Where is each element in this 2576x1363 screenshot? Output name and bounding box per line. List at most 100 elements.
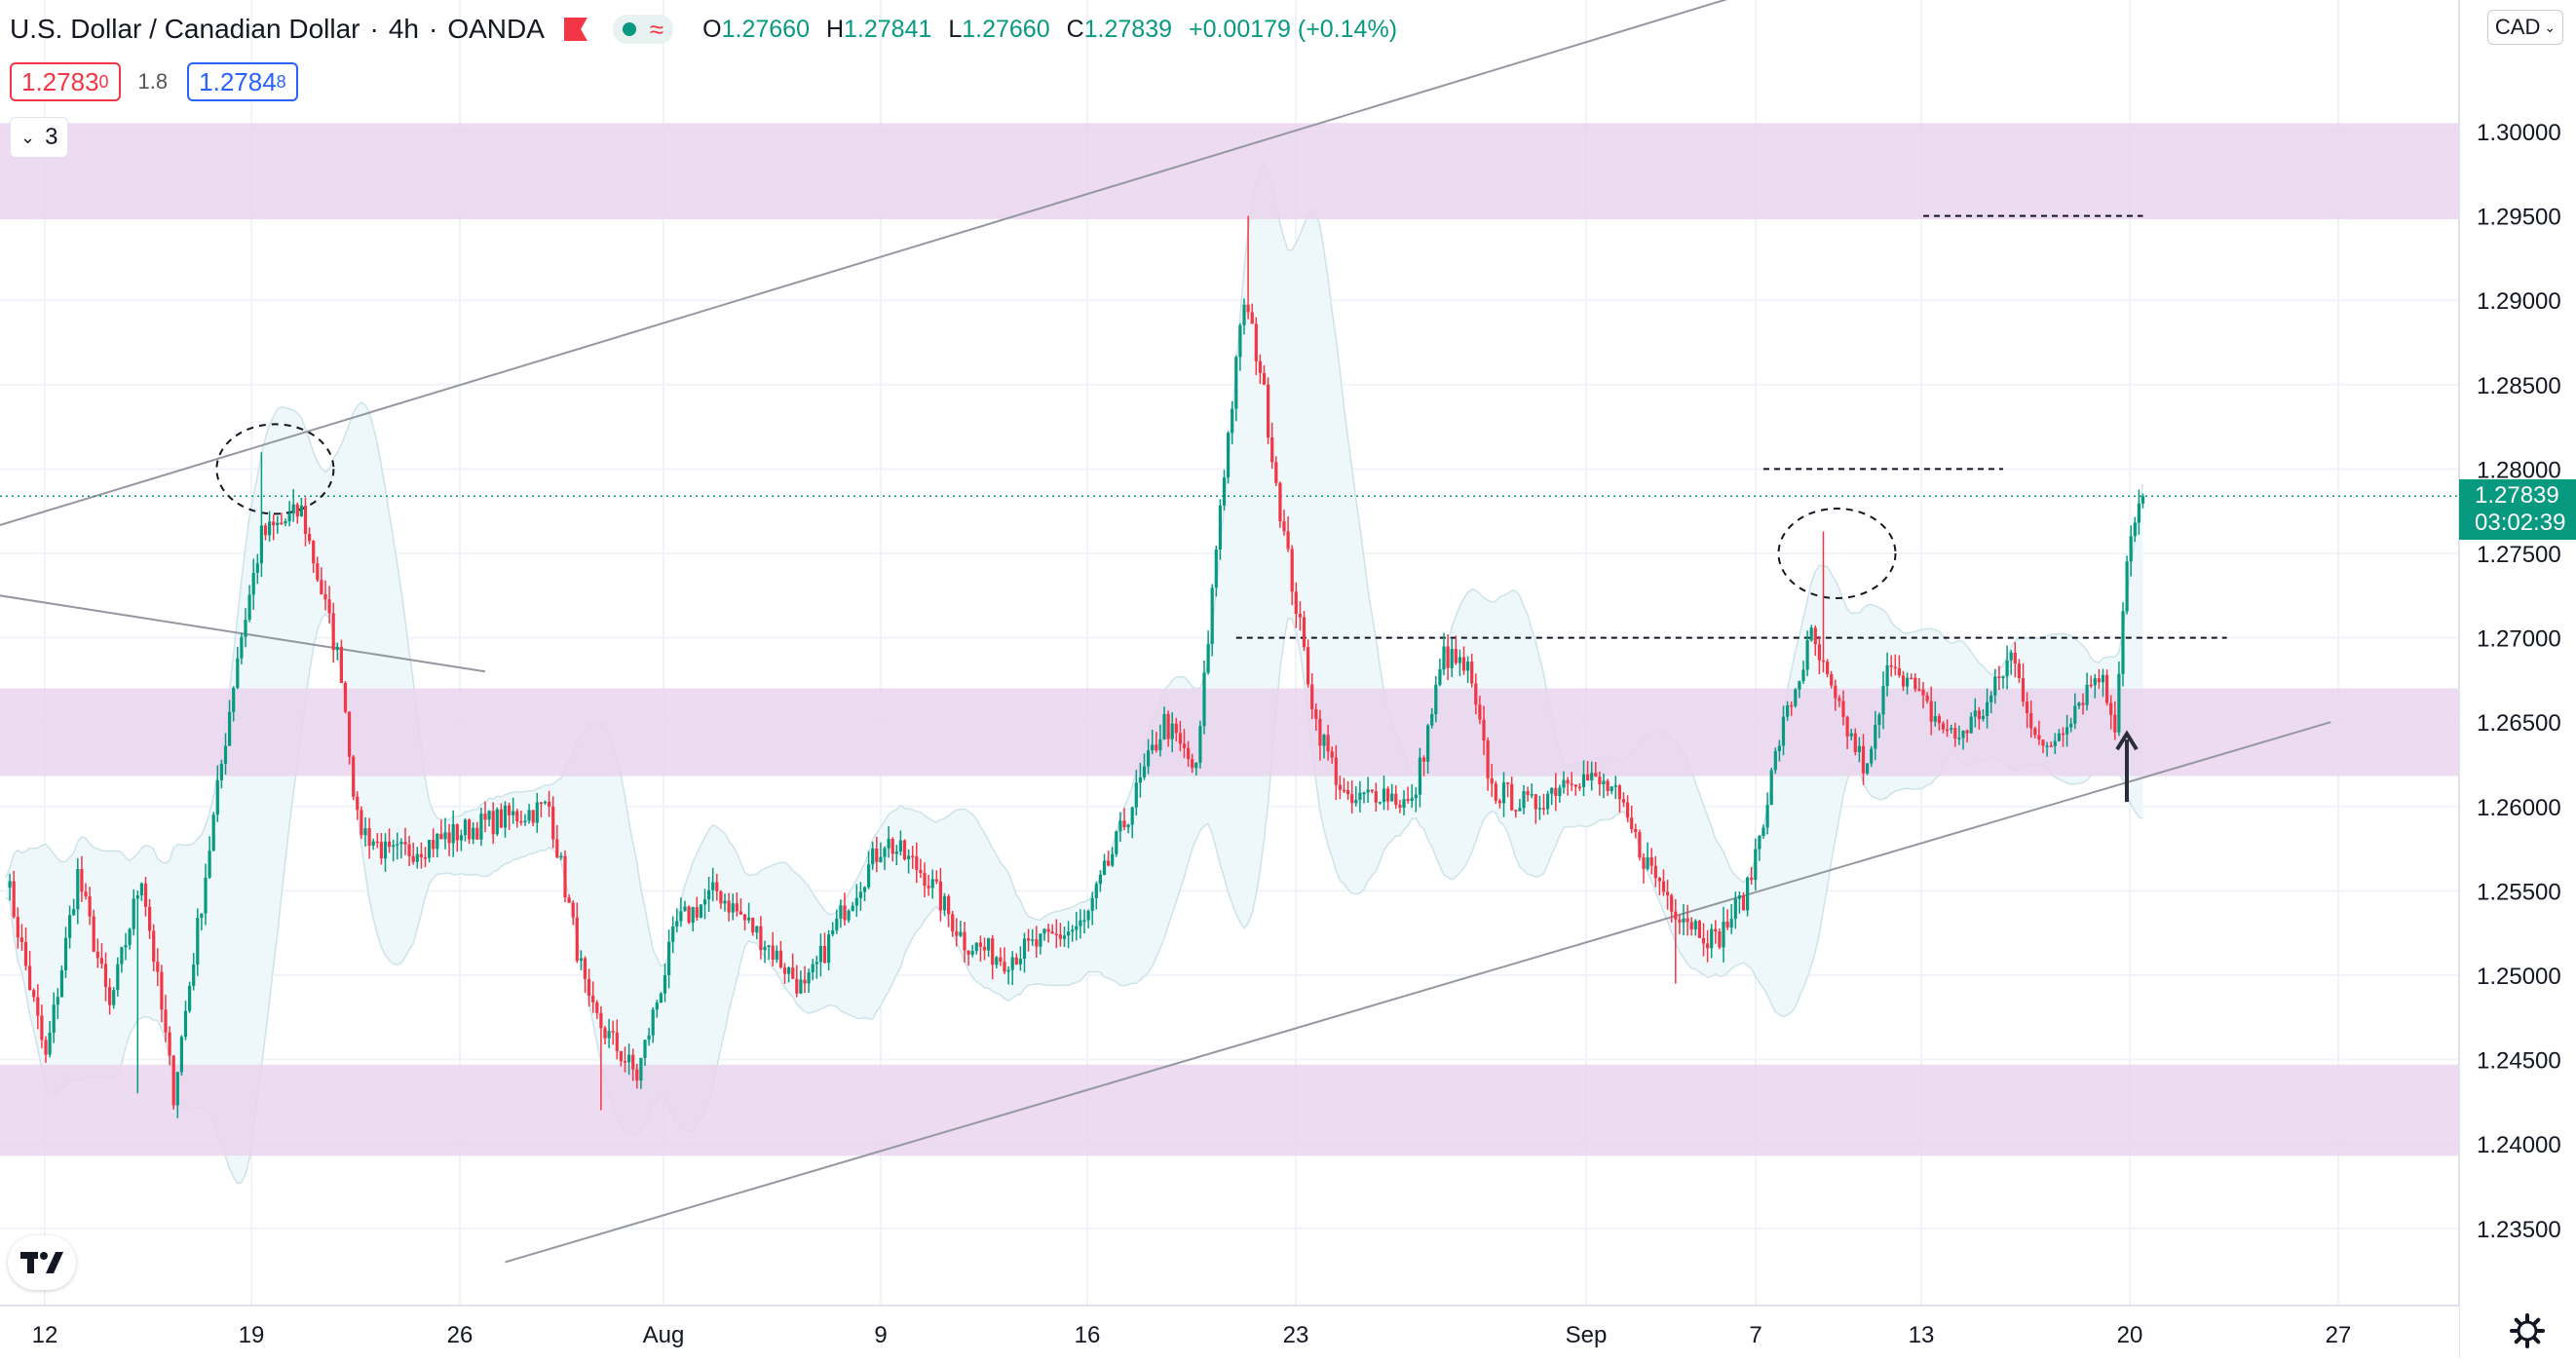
market-status-pill[interactable]: ≈: [612, 15, 674, 44]
candle-body: [468, 819, 472, 840]
candle-body: [1594, 773, 1598, 777]
candle: [251, 558, 255, 610]
candle-body: [36, 997, 40, 1016]
symbol-name[interactable]: U.S. Dollar / Canadian Dollar: [10, 14, 360, 44]
candle-body: [631, 1054, 635, 1070]
candle: [835, 909, 839, 934]
candle-body: [360, 810, 363, 836]
candle-body: [1210, 587, 1214, 644]
candle: [143, 876, 148, 917]
candle-body: [139, 883, 143, 896]
candle-body: [72, 909, 76, 916]
candle-body: [1969, 716, 1973, 734]
candle: [778, 940, 782, 969]
sell-button[interactable]: 1.2783 0: [10, 62, 121, 101]
candle: [2021, 663, 2026, 707]
candle-body: [1027, 938, 1031, 941]
candle: [1981, 709, 1986, 722]
market-open-dot-icon: [622, 22, 636, 36]
candle: [1147, 738, 1151, 775]
candle-body: [263, 525, 268, 536]
candle-body: [2093, 678, 2097, 686]
candle: [871, 841, 875, 870]
candle-body: [12, 881, 16, 918]
buy-button[interactable]: 1.2784 8: [187, 62, 298, 101]
candle: [543, 800, 548, 806]
candle: [702, 889, 707, 920]
candle: [1258, 354, 1262, 385]
candle: [1706, 929, 1710, 963]
candle-body: [551, 806, 555, 840]
candle: [1130, 806, 1134, 839]
candle-body: [818, 945, 822, 963]
candle: [858, 882, 862, 911]
candle-body: [1626, 802, 1630, 818]
candle: [259, 452, 263, 578]
candle: [475, 821, 479, 840]
candle-body: [120, 947, 124, 965]
candle: [1586, 761, 1590, 781]
interval-label[interactable]: 4h: [388, 14, 419, 44]
candle: [363, 816, 367, 847]
circle-annotation: [215, 423, 335, 515]
candle-body: [1686, 918, 1689, 923]
candle: [2037, 720, 2041, 745]
candle: [1801, 661, 1805, 684]
candle-body: [1382, 788, 1386, 803]
currency-selector[interactable]: CAD ⌄: [2487, 10, 2563, 45]
candle-body: [371, 841, 375, 846]
candle: [1018, 946, 1022, 971]
candle: [1781, 705, 1786, 756]
candle: [1986, 688, 1989, 729]
candle: [548, 790, 551, 817]
candle: [1573, 784, 1577, 796]
candle: [579, 950, 583, 970]
flag-icon[interactable]: [563, 18, 587, 41]
candle-body: [272, 521, 276, 526]
candle: [966, 950, 970, 966]
gear-icon[interactable]: [2508, 1311, 2547, 1350]
candle-body: [1769, 770, 1773, 806]
candle: [1965, 729, 1969, 743]
candle-body: [1134, 782, 1138, 808]
candle: [303, 497, 308, 547]
indicators-toggle[interactable]: ⌄ 3: [10, 117, 69, 158]
candle-body: [1725, 921, 1729, 928]
candle-body: [2140, 496, 2145, 504]
candle: [1621, 792, 1626, 808]
candle: [1494, 780, 1497, 805]
candle-body: [1254, 323, 1258, 361]
candle-body: [1035, 939, 1039, 947]
candle: [854, 884, 858, 917]
candle-body: [1666, 891, 1670, 895]
candle: [595, 1000, 599, 1019]
candle: [1514, 809, 1518, 818]
candle-body: [1861, 745, 1866, 774]
candle: [551, 796, 555, 849]
candle: [1906, 672, 1910, 695]
candle: [974, 942, 978, 955]
candle: [1086, 909, 1090, 928]
candle-body: [16, 917, 19, 938]
candle: [200, 913, 204, 930]
candle: [1326, 724, 1330, 761]
candle-body: [1693, 921, 1697, 929]
candle: [1834, 679, 1837, 711]
candle: [1118, 812, 1122, 843]
candle: [1090, 891, 1094, 926]
close-value: 1.27839: [1083, 15, 1173, 43]
candle-body: [930, 879, 934, 889]
candle: [436, 833, 439, 857]
tradingview-logo-icon[interactable]: [8, 1235, 76, 1290]
candle-body: [907, 855, 911, 859]
candle-body: [1330, 751, 1334, 758]
candle-body: [1809, 627, 1813, 641]
candle-body: [2085, 684, 2089, 705]
candle: [16, 907, 19, 949]
candle: [875, 836, 879, 873]
candle-body: [627, 1054, 631, 1063]
candle-body: [2121, 611, 2125, 674]
candle: [1861, 734, 1866, 785]
